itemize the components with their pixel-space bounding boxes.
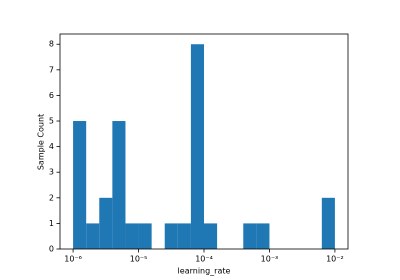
bar (203, 223, 218, 249)
bar (177, 223, 191, 249)
x-tick-label: 10⁻⁶ (64, 255, 82, 264)
x-axis-label: learning_rate (178, 267, 231, 276)
bar (321, 197, 335, 249)
bar (243, 223, 257, 249)
x-tick-label: 10⁻⁴ (195, 255, 213, 264)
bar (138, 223, 152, 249)
y-tick-label: 7 (49, 65, 54, 74)
bar (112, 121, 126, 249)
bar (256, 223, 270, 249)
bar (99, 197, 113, 249)
plot-frame (59, 33, 349, 250)
y-tick-label: 6 (49, 91, 54, 100)
y-axis-label: Sample Count (37, 114, 46, 170)
x-tick-label: 10⁻² (326, 255, 344, 264)
y-tick-label: 8 (49, 40, 54, 49)
x-tick-label: 10⁻³ (261, 255, 279, 264)
bar (190, 44, 204, 249)
y-tick-label: 5 (49, 117, 54, 126)
bar (125, 223, 139, 249)
bar (164, 223, 178, 249)
y-tick-label: 0 (49, 245, 54, 254)
y-tick-label: 4 (49, 142, 54, 151)
y-tick-label: 2 (49, 193, 54, 202)
bar (86, 223, 100, 249)
x-tick-label: 10⁻⁵ (130, 255, 148, 264)
y-tick-label: 1 (49, 219, 54, 228)
y-tick-label: 3 (49, 168, 54, 177)
bar (73, 121, 87, 249)
